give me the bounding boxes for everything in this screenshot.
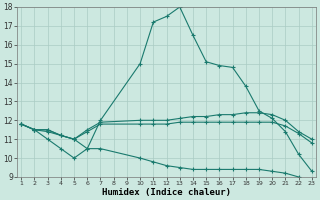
X-axis label: Humidex (Indice chaleur): Humidex (Indice chaleur): [102, 188, 231, 197]
